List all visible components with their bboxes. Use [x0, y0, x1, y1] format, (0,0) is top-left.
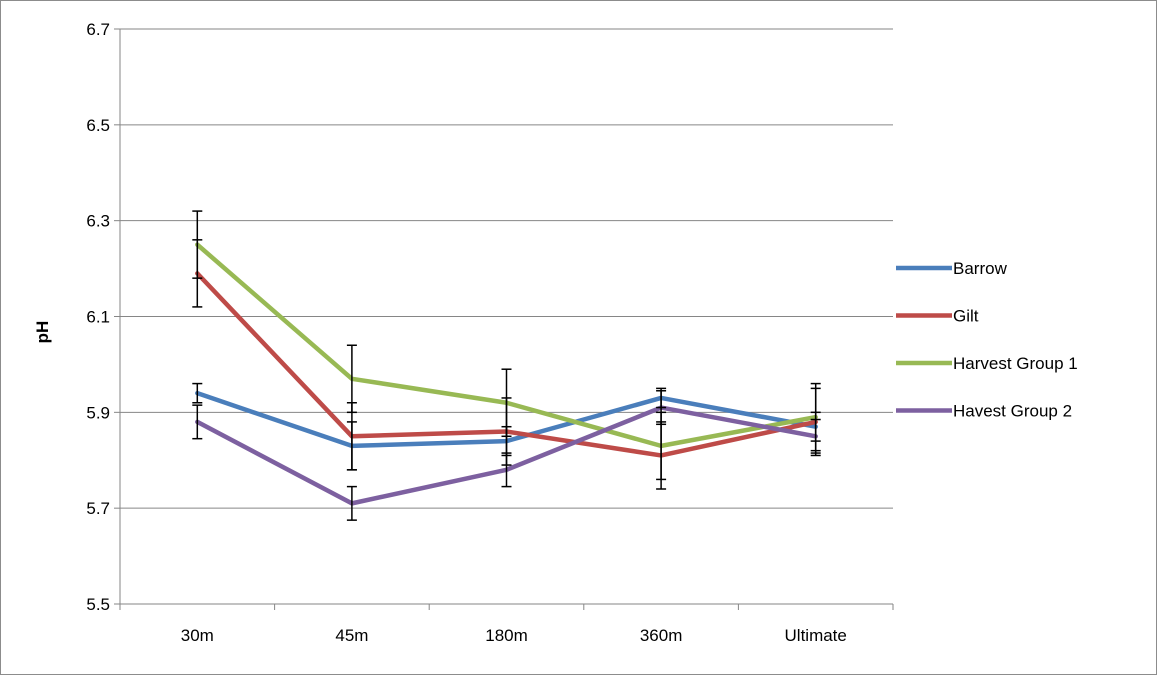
error-bar: [346, 485, 357, 521]
x-tick-label: Ultimate: [785, 626, 847, 645]
x-tick-label: 360m: [640, 626, 683, 645]
legend: Barrow Gilt Harvest Group 1 Havest Group 2: [896, 259, 1078, 421]
x-tick-label: 180m: [485, 626, 528, 645]
legend-label: Gilt: [953, 307, 979, 326]
y-tick-label: 6.3: [86, 212, 110, 231]
error-bar: [656, 390, 667, 426]
x-tick-label: 30m: [181, 626, 214, 645]
error-bar: [501, 368, 512, 438]
y-tick-label: 6.7: [86, 20, 110, 39]
y-tick-label: 5.5: [86, 595, 110, 614]
y-tick-label: 5.7: [86, 499, 110, 518]
y-tick-label: 6.1: [86, 308, 110, 327]
error-bar: [192, 210, 203, 279]
error-bars: [192, 210, 821, 521]
error-bar: [810, 418, 821, 454]
error-bar: [192, 382, 203, 404]
legend-item-2: Harvest Group 1: [896, 354, 1078, 373]
legend-item-1: Gilt: [896, 307, 979, 326]
y-tick-label: 5.9: [86, 403, 110, 422]
legend-label: Havest Group 2: [953, 402, 1072, 421]
legend-item-0: Barrow: [896, 259, 1008, 278]
y-axis-label: pH: [33, 321, 52, 344]
error-bar: [501, 452, 512, 488]
legend-label: Barrow: [953, 259, 1008, 278]
y-tick-label: 6.5: [86, 116, 110, 135]
legend-item-3: Havest Group 2: [896, 402, 1072, 421]
x-tick-label: 45m: [335, 626, 368, 645]
error-bar: [192, 404, 203, 440]
axes: 5.5 5.7 5.9 6.1 6.3 6.5 6.7 30m 45m 180m 360m Ultim…: [86, 20, 894, 645]
legend-label: Harvest Group 1: [953, 354, 1078, 373]
error-bar: [346, 344, 357, 414]
